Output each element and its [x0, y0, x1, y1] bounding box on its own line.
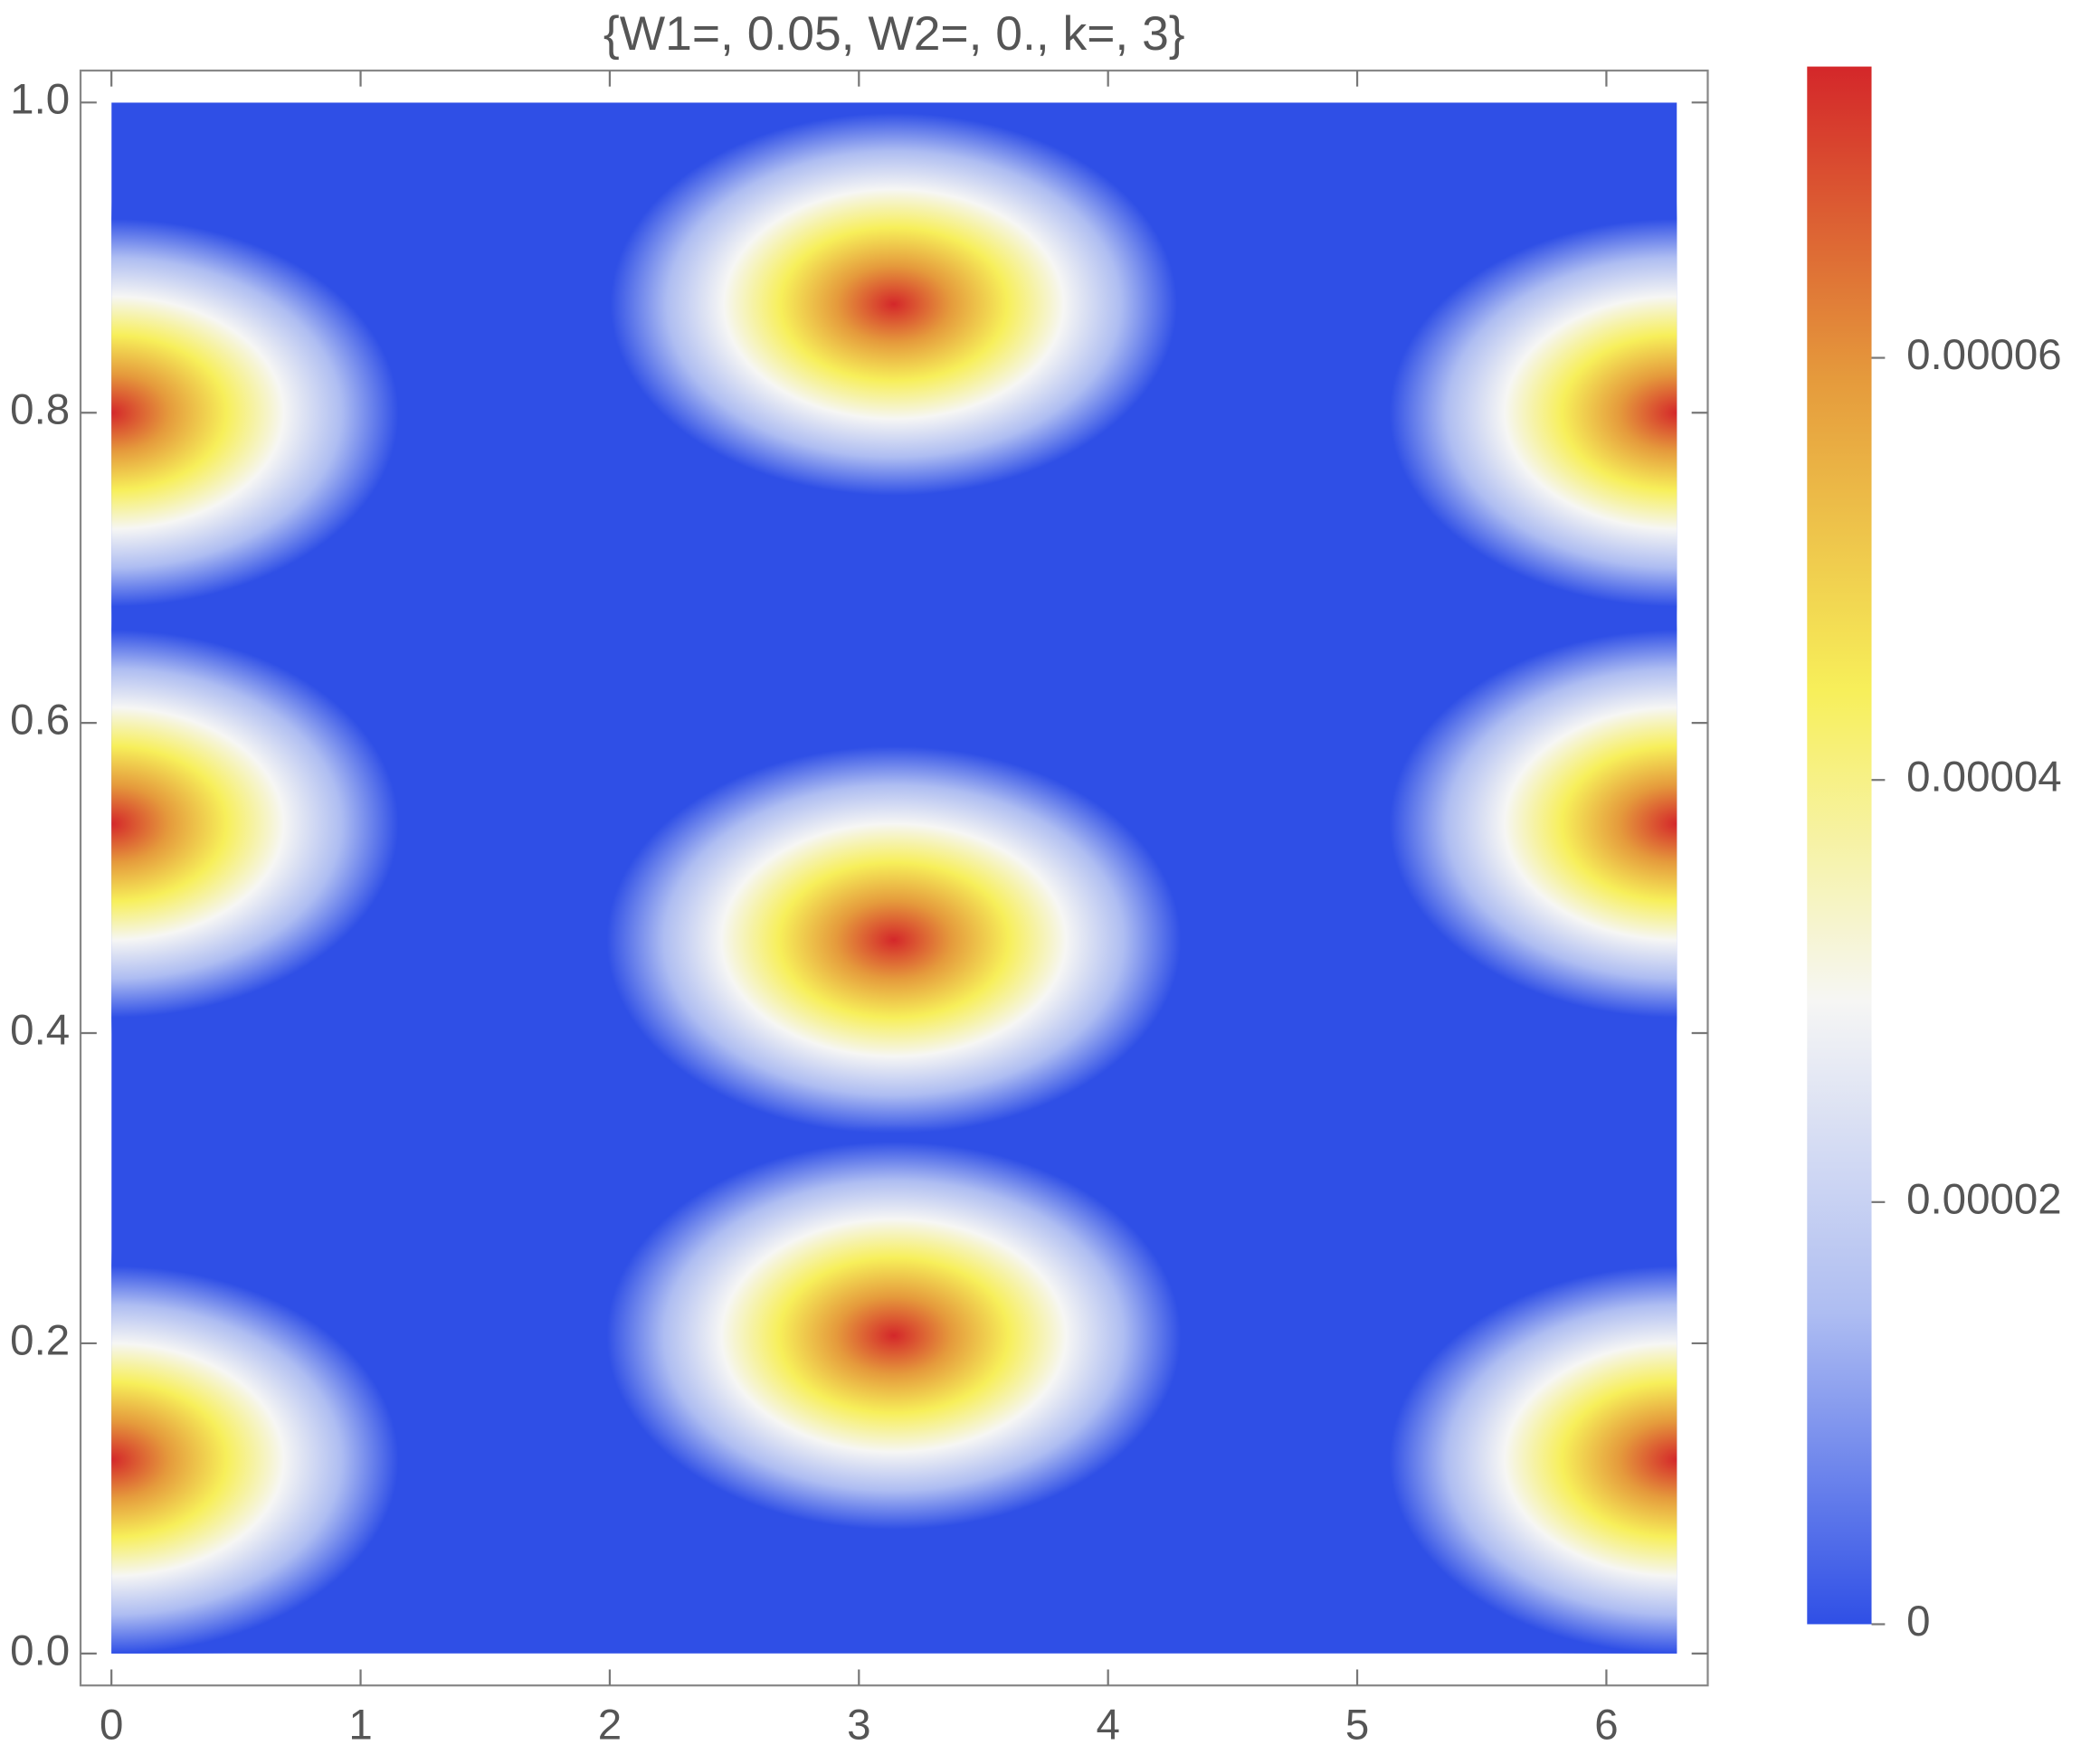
- density-peak: [111, 1248, 423, 1654]
- y-tick-label: 0.8: [10, 386, 70, 434]
- x-tick-label: 0: [100, 1702, 123, 1750]
- density-peak: [111, 202, 423, 624]
- y-tick-label: 0.4: [10, 1007, 70, 1055]
- y-tick-label: 1.0: [10, 76, 70, 124]
- density-peak: [1364, 1248, 1677, 1654]
- density-peak: [585, 102, 1202, 512]
- y-tick-label: 0.0: [10, 1626, 70, 1674]
- y-tick-label: 0.2: [10, 1317, 70, 1365]
- colorbar-tick-label: 0: [1906, 1598, 1930, 1645]
- chart-title: {W1=, 0.05, W2=, 0., k=, 3}: [603, 7, 1185, 61]
- x-tick-label: 3: [847, 1702, 870, 1750]
- x-tick-label: 2: [598, 1702, 622, 1750]
- x-tick-label: 5: [1345, 1702, 1369, 1750]
- density-peak: [1364, 612, 1677, 1035]
- density-peak: [581, 729, 1206, 1152]
- x-tick-label: 4: [1096, 1702, 1119, 1750]
- colorbar-tick-label: 0.00004: [1906, 754, 2062, 801]
- plot-area: [111, 102, 1677, 1654]
- colorbar-tick-label: 0.00002: [1906, 1175, 2062, 1223]
- colorbar: [1807, 66, 1872, 1625]
- density-peak: [111, 612, 423, 1035]
- plot-frame: [79, 69, 1709, 1687]
- x-tick-label: 6: [1594, 1702, 1618, 1750]
- density-peak: [581, 1124, 1206, 1547]
- x-tick-label: 1: [348, 1702, 372, 1750]
- density-peak: [1364, 202, 1677, 624]
- colorbar-tick-label: 0.00006: [1906, 331, 2062, 379]
- y-tick-label: 0.6: [10, 697, 70, 744]
